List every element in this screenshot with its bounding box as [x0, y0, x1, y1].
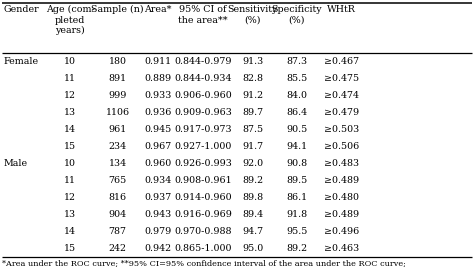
Text: 0.934: 0.934	[144, 176, 172, 185]
Text: 11: 11	[64, 176, 76, 185]
Text: 91.7: 91.7	[242, 142, 263, 151]
Text: 90.5: 90.5	[286, 125, 308, 134]
Text: 86.4: 86.4	[286, 108, 308, 117]
Text: 87.5: 87.5	[242, 125, 263, 134]
Text: 0.943: 0.943	[144, 210, 172, 219]
Text: 91.3: 91.3	[242, 57, 263, 66]
Text: 1106: 1106	[106, 108, 129, 117]
Text: 816: 816	[109, 193, 127, 202]
Text: 0.906-0.960: 0.906-0.960	[174, 91, 232, 100]
Text: 0.889: 0.889	[144, 74, 172, 83]
Text: 89.2: 89.2	[286, 244, 308, 253]
Text: Female: Female	[4, 57, 39, 66]
Text: 10: 10	[64, 57, 76, 66]
Text: 0.844-0.934: 0.844-0.934	[174, 74, 232, 83]
Text: 89.5: 89.5	[286, 176, 308, 185]
Text: 95% CI of
the area**: 95% CI of the area**	[178, 5, 228, 25]
Text: 0.914-0.960: 0.914-0.960	[174, 193, 232, 202]
Text: ≥0.496: ≥0.496	[324, 227, 359, 236]
Text: ≥0.474: ≥0.474	[324, 91, 359, 100]
Text: 89.8: 89.8	[242, 193, 263, 202]
Text: ≥0.503: ≥0.503	[324, 125, 359, 134]
Text: 91.8: 91.8	[286, 210, 308, 219]
Text: 11: 11	[64, 74, 76, 83]
Text: ≥0.489: ≥0.489	[324, 176, 359, 185]
Text: ≥0.463: ≥0.463	[324, 244, 359, 253]
Text: 95.5: 95.5	[286, 227, 308, 236]
Text: Sample (n): Sample (n)	[91, 5, 144, 14]
Text: 89.7: 89.7	[242, 108, 263, 117]
Text: Male: Male	[4, 159, 28, 168]
Text: 86.1: 86.1	[286, 193, 308, 202]
Text: 242: 242	[109, 244, 127, 253]
Text: 999: 999	[109, 91, 127, 100]
Text: 0.979: 0.979	[144, 227, 172, 236]
Text: 13: 13	[64, 108, 76, 117]
Text: 0.960: 0.960	[144, 159, 172, 168]
Text: 90.8: 90.8	[286, 159, 308, 168]
Text: 10: 10	[64, 159, 76, 168]
Text: Age (com-
pleted
years): Age (com- pleted years)	[46, 5, 94, 36]
Text: Gender: Gender	[4, 5, 39, 14]
Text: ≥0.480: ≥0.480	[324, 193, 359, 202]
Text: Specificity
(%): Specificity (%)	[272, 5, 322, 25]
Text: 95.0: 95.0	[242, 244, 263, 253]
Text: 94.1: 94.1	[286, 142, 308, 151]
Text: 904: 904	[109, 210, 127, 219]
Text: 87.3: 87.3	[286, 57, 308, 66]
Text: Area*: Area*	[144, 5, 172, 14]
Text: 12: 12	[64, 193, 76, 202]
Text: 134: 134	[109, 159, 127, 168]
Text: 15: 15	[64, 142, 76, 151]
Text: *Area under the ROC curve; **95% CI=95% confidence interval of the area under th: *Area under the ROC curve; **95% CI=95% …	[2, 260, 406, 267]
Text: 14: 14	[64, 227, 76, 236]
Text: 0.970-0.988: 0.970-0.988	[174, 227, 232, 236]
Text: 92.0: 92.0	[242, 159, 263, 168]
Text: 961: 961	[109, 125, 127, 134]
Text: 0.927-1.000: 0.927-1.000	[174, 142, 232, 151]
Text: 94.7: 94.7	[242, 227, 263, 236]
Text: 0.937: 0.937	[144, 193, 172, 202]
Text: WHtR: WHtR	[327, 5, 356, 14]
Text: 82.8: 82.8	[242, 74, 263, 83]
Text: 12: 12	[64, 91, 76, 100]
Text: 180: 180	[109, 57, 127, 66]
Text: 0.844-0.979: 0.844-0.979	[174, 57, 232, 66]
Text: ≥0.467: ≥0.467	[324, 57, 359, 66]
Text: 0.916-0.969: 0.916-0.969	[174, 210, 232, 219]
Text: 13: 13	[64, 210, 76, 219]
Text: 89.4: 89.4	[242, 210, 263, 219]
Text: 0.936: 0.936	[144, 108, 172, 117]
Text: 0.911: 0.911	[144, 57, 172, 66]
Text: ≥0.489: ≥0.489	[324, 210, 359, 219]
Text: ≥0.479: ≥0.479	[324, 108, 359, 117]
Text: 234: 234	[109, 142, 127, 151]
Text: ≥0.483: ≥0.483	[324, 159, 359, 168]
Text: 891: 891	[109, 74, 127, 83]
Text: 84.0: 84.0	[286, 91, 308, 100]
Text: 91.2: 91.2	[242, 91, 263, 100]
Text: 787: 787	[109, 227, 127, 236]
Text: 0.945: 0.945	[144, 125, 172, 134]
Text: 0.917-0.973: 0.917-0.973	[174, 125, 232, 134]
Text: 89.2: 89.2	[242, 176, 263, 185]
Text: 0.933: 0.933	[144, 91, 172, 100]
Text: 15: 15	[64, 244, 76, 253]
Text: 765: 765	[109, 176, 127, 185]
Text: 14: 14	[64, 125, 76, 134]
Text: 85.5: 85.5	[286, 74, 308, 83]
Text: Sensitivity
(%): Sensitivity (%)	[228, 5, 278, 25]
Text: 0.865-1.000: 0.865-1.000	[174, 244, 232, 253]
Text: 0.942: 0.942	[144, 244, 172, 253]
Text: ≥0.475: ≥0.475	[324, 74, 359, 83]
Text: ≥0.506: ≥0.506	[324, 142, 359, 151]
Text: 0.908-0.961: 0.908-0.961	[174, 176, 232, 185]
Text: 0.909-0.963: 0.909-0.963	[174, 108, 232, 117]
Text: 0.926-0.993: 0.926-0.993	[174, 159, 232, 168]
Text: 0.967: 0.967	[144, 142, 172, 151]
